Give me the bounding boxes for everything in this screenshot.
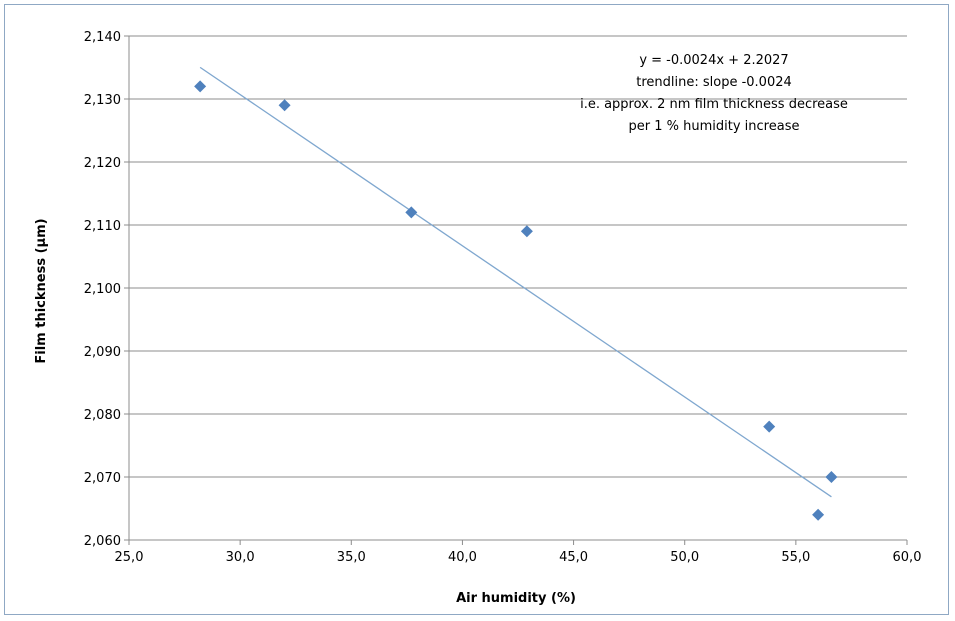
annotation-line-1: y = -0.0024x + 2.2027: [639, 53, 788, 68]
data-point: [405, 206, 418, 219]
y-tick-label: 2,080: [84, 408, 121, 423]
data-point: [812, 508, 825, 521]
x-tick-label: 25,0: [115, 550, 144, 565]
scatter-chart: 25,0 30,0 35,0 40,0 45,0 50,0 55,0 60,0 2,0602,…: [34, 30, 922, 606]
axes: [124, 35, 908, 545]
y-tick-labels: 2,060 2,070 2,080 2,090 2,100 2,110 2,120 2,130…: [84, 30, 121, 549]
annotation-line-4: per 1 % humidity increase: [629, 119, 800, 134]
y-tick-label: 2,140: [84, 30, 121, 45]
x-tick-label: 55,0: [781, 550, 810, 565]
annotation-line-2: trendline: slope -0.0024: [636, 75, 792, 90]
data-point: [763, 420, 776, 433]
annotation-line-3: i.e. approx. 2 nm film thickness decreas…: [580, 97, 848, 112]
x-tick-label: 45,0: [559, 550, 588, 565]
data-point: [278, 99, 291, 112]
y-axis-title: Film thickness (µm): [34, 218, 49, 363]
trendline-group: [199, 66, 832, 498]
x-tick-label: 30,0: [226, 550, 255, 565]
trendline-annotation: y = -0.0024x + 2.2027 trendline: slope -…: [580, 53, 848, 134]
x-tick-label: 50,0: [670, 550, 699, 565]
data-point: [825, 471, 838, 483]
trendline: [199, 66, 832, 498]
chart-frame: 25,0 30,0 35,0 40,0 45,0 50,0 55,0 60,0 2,060 2,…: [4, 4, 949, 615]
y-tick-label: 2,110: [84, 219, 121, 234]
x-tick-label: 60,0: [893, 550, 922, 565]
data-points: [194, 80, 838, 521]
y-tick-label: 2,100: [84, 282, 121, 297]
y-tick-label: 2,060: [84, 534, 121, 549]
y-tick-label: 2,120: [84, 156, 121, 171]
x-tick-label: 35,0: [337, 550, 366, 565]
x-tick-label: 40,0: [448, 550, 477, 565]
data-point: [194, 80, 207, 93]
y-tick-label: 2,090: [84, 345, 121, 360]
data-point: [520, 225, 533, 238]
x-axis-title: Air humidity (%): [456, 591, 576, 606]
x-tick-labels: 25,0 30,0 35,0 40,0 45,0 50,0 55,0 60,0: [115, 550, 922, 565]
y-tick-label: 2,130: [84, 93, 121, 108]
y-tick-label: 2,070: [84, 471, 121, 486]
gridlines: [129, 35, 907, 478]
